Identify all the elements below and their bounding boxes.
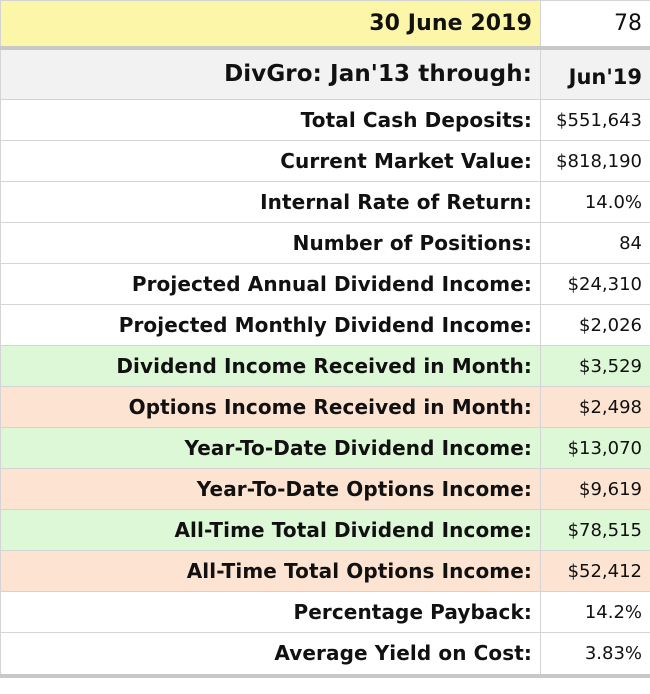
- row-label-cell[interactable]: Projected Monthly Dividend Income:: [0, 304, 541, 346]
- date-cell[interactable]: 30 June 2019: [0, 0, 541, 48]
- table-row: Dividend Income Received in Month: $3,52…: [0, 345, 650, 387]
- row-value-cell[interactable]: $24,310: [540, 263, 650, 305]
- summary-table-body: 30 June 2019 78 DivGro: Jan'13 through: …: [0, 0, 650, 678]
- table-row: Options Income Received in Month: $2,498: [0, 386, 650, 428]
- table-row: Internal Rate of Return: 14.0%: [0, 181, 650, 223]
- row-value-cell[interactable]: $78,515: [540, 509, 650, 551]
- row-label-cell[interactable]: Total Cash Deposits:: [0, 99, 541, 141]
- table-row: Year-To-Date Dividend Income: $13,070: [0, 427, 650, 469]
- row-label-cell[interactable]: Current Market Value:: [0, 140, 541, 182]
- row-value-cell[interactable]: $551,643: [540, 99, 650, 141]
- header-value-cell[interactable]: Jun'19: [540, 45, 650, 100]
- row-value-cell[interactable]: $3,529: [540, 345, 650, 387]
- table-row: All-Time Total Options Income: $52,412: [0, 550, 650, 592]
- portfolio-summary-table: 30 June 2019 78 DivGro: Jan'13 through: …: [0, 0, 650, 678]
- row-value-cell[interactable]: $52,412: [540, 550, 650, 592]
- date-number-cell[interactable]: 78: [540, 0, 650, 48]
- row-value-cell[interactable]: $818,190: [540, 140, 650, 182]
- row-label-cell[interactable]: Dividend Income Received in Month:: [0, 345, 541, 387]
- row-label-cell[interactable]: Percentage Payback:: [0, 591, 541, 633]
- row-label-cell[interactable]: Year-To-Date Dividend Income:: [0, 427, 541, 469]
- table-row: Current Market Value: $818,190: [0, 140, 650, 182]
- row-value-cell[interactable]: 14.0%: [540, 181, 650, 223]
- table-row: Projected Monthly Dividend Income: $2,02…: [0, 304, 650, 346]
- header-label-cell[interactable]: DivGro: Jan'13 through:: [0, 45, 541, 100]
- row-value-cell[interactable]: $13,070: [540, 427, 650, 469]
- row-value-cell[interactable]: 14.2%: [540, 591, 650, 633]
- row-value-cell[interactable]: 84: [540, 222, 650, 264]
- row-value-cell[interactable]: 3.83%: [540, 632, 650, 678]
- table-row: Average Yield on Cost: 3.83%: [0, 632, 650, 678]
- row-label-cell[interactable]: All-Time Total Dividend Income:: [0, 509, 541, 551]
- row-label-cell[interactable]: Options Income Received in Month:: [0, 386, 541, 428]
- row-value-cell[interactable]: $2,026: [540, 304, 650, 346]
- table-row: All-Time Total Dividend Income: $78,515: [0, 509, 650, 551]
- row-label-cell[interactable]: Internal Rate of Return:: [0, 181, 541, 223]
- date-row: 30 June 2019 78: [0, 0, 650, 48]
- row-label-cell[interactable]: Number of Positions:: [0, 222, 541, 264]
- row-label-cell[interactable]: Projected Annual Dividend Income:: [0, 263, 541, 305]
- table-row: Total Cash Deposits: $551,643: [0, 99, 650, 141]
- table-row: Number of Positions: 84: [0, 222, 650, 264]
- row-value-cell[interactable]: $2,498: [540, 386, 650, 428]
- row-label-cell[interactable]: Average Yield on Cost:: [0, 632, 541, 678]
- table-row: Projected Annual Dividend Income: $24,31…: [0, 263, 650, 305]
- row-value-cell[interactable]: $9,619: [540, 468, 650, 510]
- row-label-cell[interactable]: All-Time Total Options Income:: [0, 550, 541, 592]
- table-row: Percentage Payback: 14.2%: [0, 591, 650, 633]
- row-label-cell[interactable]: Year-To-Date Options Income:: [0, 468, 541, 510]
- table-row: Year-To-Date Options Income: $9,619: [0, 468, 650, 510]
- header-row: DivGro: Jan'13 through: Jun'19: [0, 45, 650, 100]
